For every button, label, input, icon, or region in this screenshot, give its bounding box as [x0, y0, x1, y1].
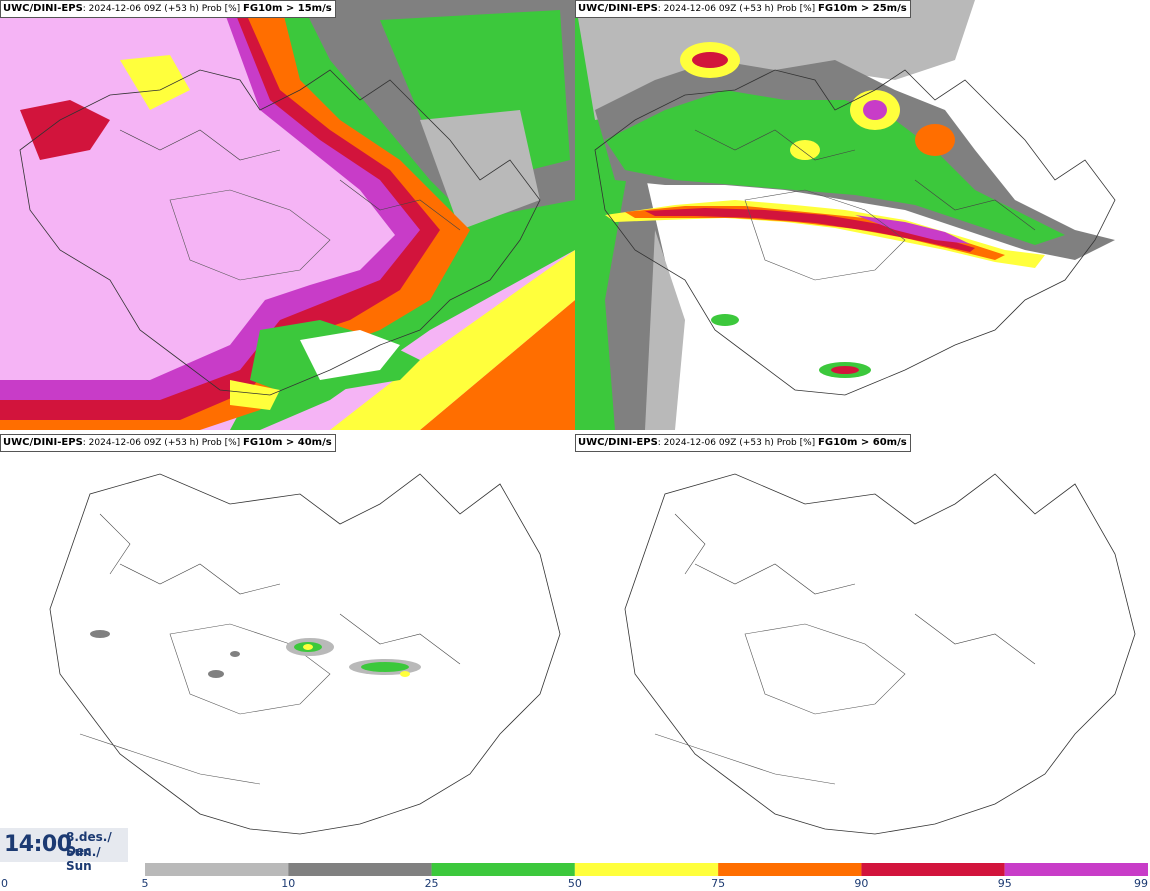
legend-swatch-75-90 — [718, 863, 862, 876]
probability-map-15ms — [0, 0, 575, 430]
run-info: : 2024-12-06 09Z (+53 h) Prob [%] — [657, 438, 819, 448]
legend-swatch-90-95 — [861, 863, 1005, 876]
run-info: : 2024-12-06 09Z (+53 h) Prob [%] — [82, 438, 244, 448]
legend-swatch-10-25 — [288, 863, 432, 876]
model-label: UWC/DINI-EPS — [578, 437, 658, 448]
probability-map-40ms — [0, 434, 575, 862]
probability-map-25ms — [575, 0, 1150, 430]
legend-colorbar: 0 5 10 25 50 75 90 95 99 — [1, 863, 1148, 890]
model-label: UWC/DINI-EPS — [3, 437, 83, 448]
threshold-label: FG10m > 15m/s — [243, 3, 332, 14]
threshold-label: FG10m > 25m/s — [818, 3, 907, 14]
legend-tick-label: 90 — [854, 877, 868, 890]
legend-tick-label: 99 — [1134, 877, 1148, 890]
legend-swatch-5-10 — [145, 863, 289, 876]
valid-time-box: 14:00 8.des./ Dec Sun./ Sun — [0, 828, 128, 873]
valid-date-line2: Sun./ Sun — [66, 845, 101, 873]
map-panel-60ms: UWC/DINI-EPS: 2024-12-06 09Z (+53 h) Pro… — [575, 434, 1150, 862]
valid-date-line1: 8.des./ Dec — [66, 830, 112, 858]
model-label: UWC/DINI-EPS — [3, 3, 83, 14]
panel-title-15ms: UWC/DINI-EPS: 2024-12-06 09Z (+53 h) Pro… — [0, 0, 336, 18]
legend-tick-label: 5 — [142, 877, 149, 890]
map-panel-25ms: UWC/DINI-EPS: 2024-12-06 09Z (+53 h) Pro… — [575, 0, 1150, 430]
legend-tick-label: 95 — [998, 877, 1012, 890]
legend-swatch-50-75 — [574, 863, 719, 876]
legend-tick-label: 10 — [281, 877, 295, 890]
model-label: UWC/DINI-EPS — [578, 3, 658, 14]
legend-tick-label: 75 — [711, 877, 725, 890]
probability-map-60ms — [575, 434, 1150, 862]
legend-swatch-95-99 — [1004, 863, 1148, 876]
legend-tick-label: 25 — [425, 877, 439, 890]
panel-title-60ms: UWC/DINI-EPS: 2024-12-06 09Z (+53 h) Pro… — [575, 434, 911, 452]
valid-time: 14:00 — [4, 832, 72, 857]
panel-title-40ms: UWC/DINI-EPS: 2024-12-06 09Z (+53 h) Pro… — [0, 434, 336, 452]
legend-swatch-25-50 — [431, 863, 575, 876]
map-panel-15ms: UWC/DINI-EPS: 2024-12-06 09Z (+53 h) Pro… — [0, 0, 575, 430]
threshold-label: FG10m > 40m/s — [243, 437, 332, 448]
legend-tick-label: 50 — [568, 877, 582, 890]
run-info: : 2024-12-06 09Z (+53 h) Prob [%] — [82, 4, 244, 14]
legend-tick-label: 0 — [1, 877, 8, 890]
run-info: : 2024-12-06 09Z (+53 h) Prob [%] — [657, 4, 819, 14]
legend-swatch-0-5 — [1, 863, 145, 876]
threshold-label: FG10m > 60m/s — [818, 437, 907, 448]
probability-legend: 0 5 10 25 50 75 90 95 99 — [0, 862, 1150, 891]
panel-title-25ms: UWC/DINI-EPS: 2024-12-06 09Z (+53 h) Pro… — [575, 0, 911, 18]
map-panel-40ms: UWC/DINI-EPS: 2024-12-06 09Z (+53 h) Pro… — [0, 434, 575, 862]
